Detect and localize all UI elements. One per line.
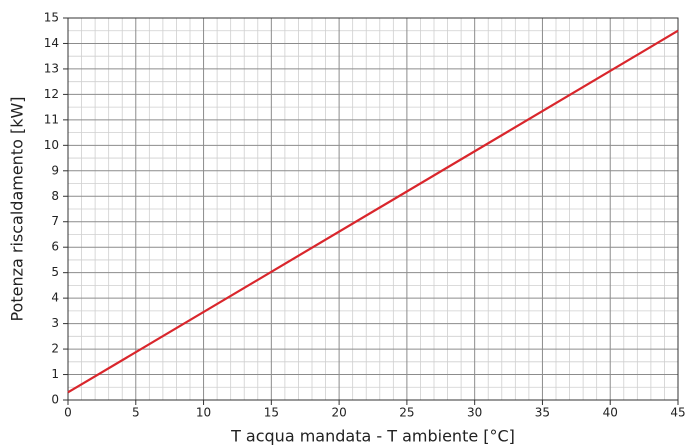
x-tick-label: 30 xyxy=(467,406,482,420)
y-tick-label: 0 xyxy=(51,393,59,407)
x-tick-label: 45 xyxy=(670,406,685,420)
x-axis-title: T acqua mandata - T ambiente [°C] xyxy=(230,427,515,446)
x-tick-label: 5 xyxy=(132,406,140,420)
y-tick-label: 4 xyxy=(51,291,59,305)
x-tick-label: 10 xyxy=(196,406,211,420)
x-tick-label: 35 xyxy=(535,406,550,420)
y-tick-label: 10 xyxy=(44,138,59,152)
x-tick-label: 15 xyxy=(264,406,279,420)
y-tick-label: 6 xyxy=(51,240,59,254)
y-tick-label: 8 xyxy=(51,189,59,203)
y-tick-label: 14 xyxy=(44,36,59,50)
y-tick-label: 3 xyxy=(51,316,59,330)
y-tick-label: 15 xyxy=(44,11,59,25)
y-tick-label: 11 xyxy=(44,112,59,126)
x-tick-label: 40 xyxy=(603,406,618,420)
y-tick-label: 5 xyxy=(51,265,59,279)
x-tick-label: 20 xyxy=(331,406,346,420)
y-tick-label: 12 xyxy=(44,87,59,101)
y-tick-label: 2 xyxy=(51,342,59,356)
y-tick-label: 9 xyxy=(51,163,59,177)
y-tick-label: 7 xyxy=(51,214,59,228)
y-tick-label: 1 xyxy=(51,367,59,381)
data-line xyxy=(67,29,679,394)
x-tick-label: 25 xyxy=(399,406,414,420)
y-tick-label: 13 xyxy=(44,61,59,75)
plot-frame xyxy=(67,17,679,401)
y-axis-title: Potenza riscaldamento [kW] xyxy=(8,96,27,321)
x-tick-label: 0 xyxy=(64,406,72,420)
